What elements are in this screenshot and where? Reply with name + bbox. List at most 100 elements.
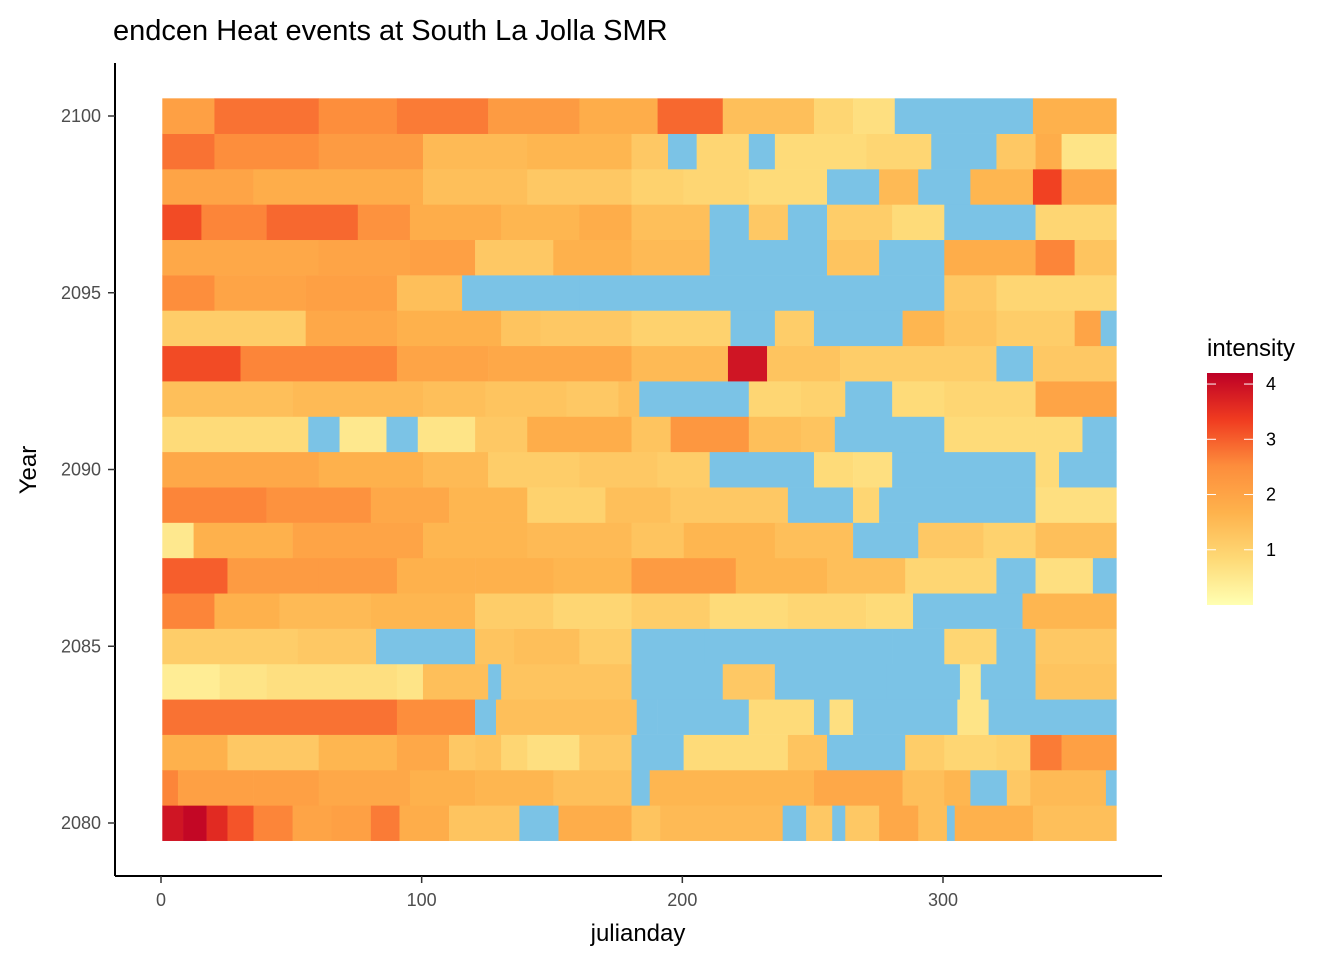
heatmap-cell <box>579 451 658 488</box>
heatmap-cell <box>722 275 828 311</box>
heatmap-cell <box>1032 169 1062 205</box>
heatmap-cell <box>553 557 632 594</box>
heatmap-cell <box>670 416 750 453</box>
heatmap-cell <box>501 310 541 347</box>
heatmap-cell <box>970 769 1008 806</box>
heatmap-cell <box>996 734 1031 771</box>
heatmap-cell <box>631 593 710 629</box>
y-tick-label: 2080 <box>61 813 101 833</box>
heatmap-cell <box>853 98 896 134</box>
heatmap-row-2094 <box>162 310 1117 347</box>
heatmap-cell <box>162 522 194 559</box>
heatmap-cell <box>266 204 359 241</box>
heatmap-row-2080 <box>162 805 1117 841</box>
heatmap-cell <box>631 133 669 170</box>
heatmap-cell <box>649 769 737 806</box>
heatmap-cell <box>704 628 893 665</box>
y-axis-ticks: 2080 2085 2090 2095 2100 <box>61 106 115 833</box>
heatmap-cell <box>162 805 184 841</box>
heatmap-cell <box>566 381 619 417</box>
heatmap-cell <box>631 345 729 382</box>
heatmap-cell <box>162 628 299 665</box>
heatmap-cell <box>879 169 919 205</box>
heatmap-cell <box>162 275 215 311</box>
heatmap-cell <box>866 593 914 629</box>
legend-label: 1 <box>1266 540 1276 560</box>
heatmap-cell <box>495 699 638 735</box>
heatmap-cell <box>162 699 398 735</box>
heatmap-cell <box>253 805 293 841</box>
heatmap-cell <box>944 416 1036 453</box>
heatmap-cell <box>253 769 320 806</box>
heatmap-cell <box>879 487 1036 523</box>
heatmap-cell <box>845 805 880 841</box>
heatmap-cell <box>1035 663 1117 700</box>
heatmap-cell <box>305 275 398 311</box>
heatmap-cell <box>485 381 567 417</box>
heatmap-cell <box>527 734 580 771</box>
heatmap-cell <box>866 133 932 170</box>
legend-title: intensity <box>1207 335 1295 362</box>
heatmap-cell <box>970 169 1034 205</box>
heatmap-cell <box>902 310 945 347</box>
heatmap-cell <box>944 310 997 347</box>
heatmap-cell <box>748 381 802 417</box>
heatmap-cell <box>996 275 1117 311</box>
heatmap-cell <box>832 805 846 841</box>
heatmap-cell <box>631 805 661 841</box>
heatmap-cell <box>409 769 476 806</box>
heatmap-cell <box>357 204 411 241</box>
heatmap-cell <box>279 593 372 629</box>
heatmap-cell <box>670 487 789 523</box>
heatmap-cell <box>709 239 828 276</box>
heatmap-cell <box>722 98 815 134</box>
heatmap-cell <box>631 310 731 347</box>
heatmap-cell <box>905 734 945 771</box>
heatmap-cell <box>631 557 737 594</box>
heatmap-cell <box>787 204 828 241</box>
heatmap-cell <box>996 310 1075 347</box>
heatmap-cell <box>853 699 958 735</box>
heatmap-cell <box>488 663 502 700</box>
heatmap-cell <box>527 522 632 559</box>
heatmap-row-2098 <box>162 169 1117 205</box>
heatmap-cell <box>813 98 854 134</box>
heatmap-cell <box>514 628 580 665</box>
heatmap-cell <box>370 593 476 629</box>
heatmap-cell <box>162 204 202 241</box>
heatmap-cell <box>996 133 1036 170</box>
heatmap-cell <box>475 699 497 735</box>
heatmap-cell <box>767 345 841 382</box>
heatmap-cell <box>748 169 828 205</box>
heatmap-cell <box>892 628 945 665</box>
heatmap-cell <box>475 628 515 665</box>
heatmap-cell <box>183 805 207 841</box>
x-axis-ticks: 0 100 200 300 <box>156 876 958 910</box>
heatmap-cell <box>800 381 846 417</box>
heatmap-cell <box>913 593 1023 629</box>
heatmap-cell <box>162 663 220 700</box>
heatmap-row-2099 <box>162 133 1117 170</box>
heatmap-cell <box>214 133 320 170</box>
heatmap-cell <box>988 699 1117 735</box>
heatmap-cell <box>827 204 893 241</box>
heatmap-cell <box>396 734 450 771</box>
heatmap-cell <box>206 805 228 841</box>
heatmap-row-2093 <box>162 345 1117 382</box>
heatmap-cell <box>800 416 836 453</box>
heatmap-cell <box>475 769 554 806</box>
heatmap-cell <box>748 204 789 241</box>
heatmap-cell <box>1100 310 1117 347</box>
heatmap-cell <box>813 310 903 347</box>
heatmap-cell <box>527 275 580 311</box>
heatmap-cell <box>735 769 815 806</box>
heatmap-cell <box>318 451 424 488</box>
x-tick-label: 200 <box>667 890 697 910</box>
legend-label: 3 <box>1266 429 1276 449</box>
heatmap-cell <box>475 557 554 594</box>
legend-label: 2 <box>1266 485 1276 505</box>
heatmap-cell <box>318 734 398 771</box>
heatmap-cell <box>1030 769 1107 806</box>
heatmap-cell <box>162 133 215 170</box>
